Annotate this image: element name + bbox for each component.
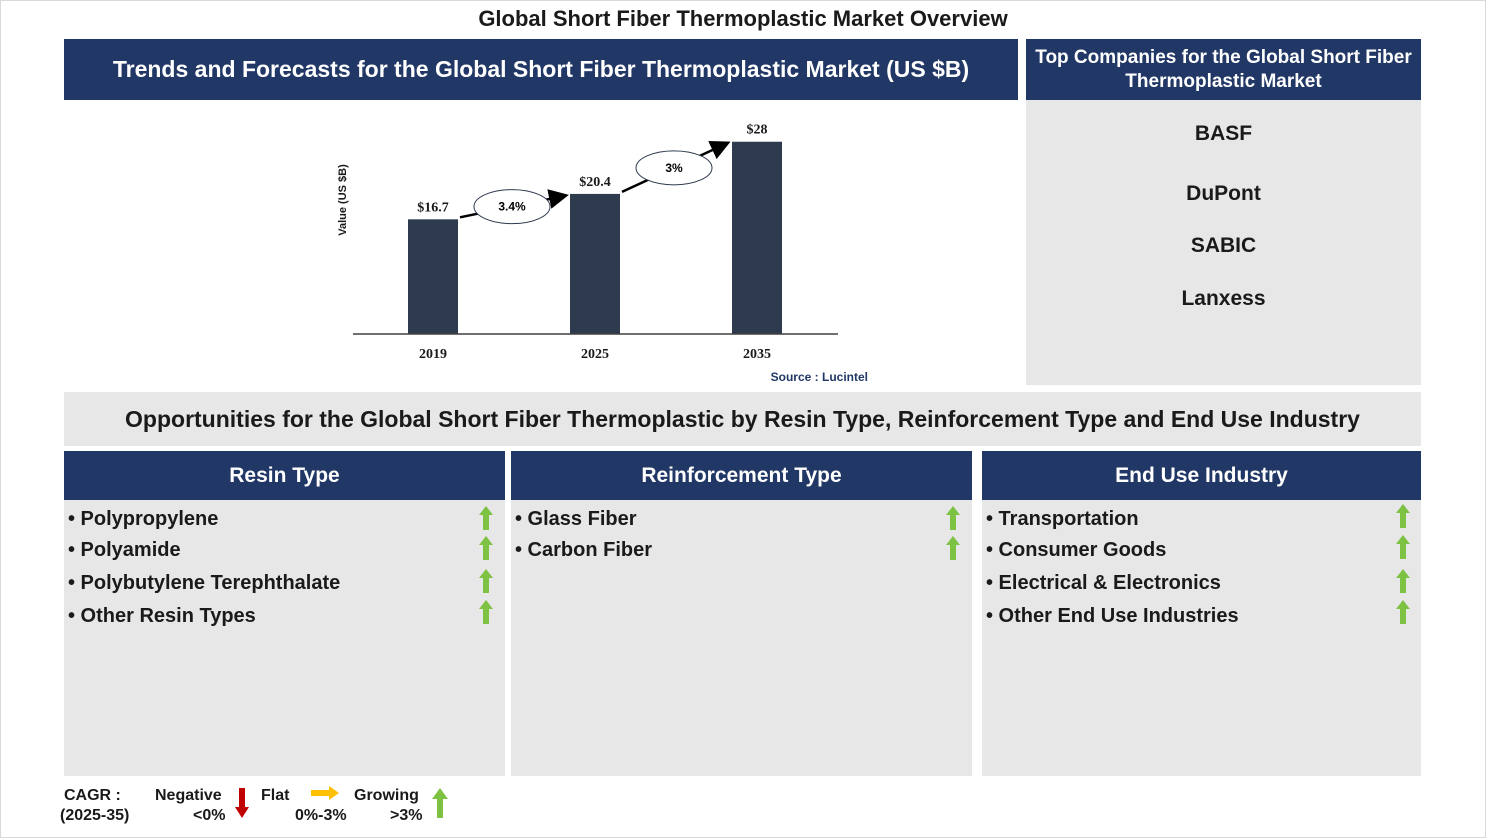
page-title: Global Short Fiber Thermoplastic Market … bbox=[478, 6, 1008, 31]
legend-growing-range: >3% bbox=[390, 807, 423, 824]
x-tick-label: 2025 bbox=[581, 347, 609, 362]
value-label: $20.4 bbox=[579, 175, 611, 190]
growing-arrow-icon bbox=[1396, 535, 1410, 559]
resin-type-header: Resin Type bbox=[64, 451, 505, 500]
source-label: Source : Lucintel bbox=[771, 370, 868, 384]
companies-header: Top Companies for the Global Short Fiber… bbox=[1026, 39, 1421, 100]
cagr-label: 3% bbox=[665, 161, 683, 175]
y-axis-label: Value (US $B) bbox=[337, 164, 349, 236]
growing-arrow-icon bbox=[479, 506, 493, 530]
list-item: • Transportation bbox=[986, 508, 1139, 530]
list-item: • Polybutylene Terephthalate bbox=[68, 572, 341, 594]
cagr-label: 3.4% bbox=[498, 200, 526, 214]
growing-arrow-icon bbox=[1396, 504, 1410, 528]
x-tick-label: 2035 bbox=[743, 347, 771, 362]
growing-arrow-icon bbox=[432, 788, 448, 818]
legend-cagr-label: CAGR : bbox=[64, 787, 121, 804]
legend-flat-range: 0%-3% bbox=[295, 807, 347, 824]
flat-arrow-icon bbox=[311, 786, 339, 800]
growing-arrow-icon bbox=[946, 506, 960, 530]
list-item: • Polyamide bbox=[68, 539, 181, 561]
companies-header-line1: Top Companies for the Global Short Fiber bbox=[1035, 46, 1412, 68]
reinforcement-type-header: Reinforcement Type bbox=[511, 451, 972, 500]
end-use-industry-panel: • Transportation • Consumer Goods • Elec… bbox=[982, 500, 1421, 776]
trend-header: Trends and Forecasts for the Global Shor… bbox=[64, 39, 1018, 100]
bar-2019 bbox=[408, 219, 458, 334]
legend-growing-label: Growing bbox=[354, 787, 419, 804]
growing-arrow-icon bbox=[1396, 569, 1410, 593]
growing-arrow-icon bbox=[479, 536, 493, 560]
list-item: • Electrical & Electronics bbox=[986, 572, 1221, 594]
legend-negative-label: Negative bbox=[155, 787, 222, 804]
list-item: • Consumer Goods bbox=[986, 539, 1167, 561]
list-item: • Carbon Fiber bbox=[515, 539, 653, 561]
negative-arrow-icon bbox=[235, 788, 249, 818]
list-item: • Other End Use Industries bbox=[986, 605, 1239, 627]
companies-panel: BASF DuPont SABIC Lanxess bbox=[1026, 100, 1421, 385]
list-item: • Glass Fiber bbox=[515, 508, 637, 530]
legend-negative-range: <0% bbox=[193, 807, 226, 824]
value-label: $28 bbox=[747, 123, 768, 138]
growing-arrow-icon bbox=[946, 536, 960, 560]
legend-period: (2025-35) bbox=[60, 807, 130, 824]
value-label: $16.7 bbox=[417, 200, 449, 215]
list-item: • Other Resin Types bbox=[68, 605, 256, 627]
list-item: • Polypropylene bbox=[68, 508, 219, 530]
company-item: Lanxess bbox=[1181, 287, 1266, 310]
company-item: BASF bbox=[1194, 122, 1253, 145]
bar-2035 bbox=[732, 141, 782, 334]
reinforcement-type-panel: • Glass Fiber • Carbon Fiber bbox=[511, 500, 972, 776]
legend-flat-label: Flat bbox=[261, 787, 290, 804]
bar-2025 bbox=[570, 193, 620, 334]
x-tick-label: 2019 bbox=[419, 347, 447, 362]
opportunities-header: Opportunities for the Global Short Fiber… bbox=[64, 392, 1421, 446]
company-item: DuPont bbox=[1186, 182, 1261, 205]
companies-header-line2: Thermoplastic Market bbox=[1125, 70, 1322, 92]
company-item: SABIC bbox=[1190, 234, 1257, 257]
growing-arrow-icon bbox=[479, 569, 493, 593]
growing-arrow-icon bbox=[1396, 600, 1410, 624]
cagr-bubble bbox=[635, 150, 713, 186]
end-use-industry-header: End Use Industry bbox=[982, 451, 1421, 500]
growing-arrow-icon bbox=[479, 600, 493, 624]
cagr-bubble bbox=[473, 189, 551, 225]
resin-type-panel: • Polypropylene • Polyamide • Polybutyle… bbox=[64, 500, 505, 776]
trend-chart: Value (US $B) $16.72019$20.42025$282035 … bbox=[337, 123, 868, 384]
